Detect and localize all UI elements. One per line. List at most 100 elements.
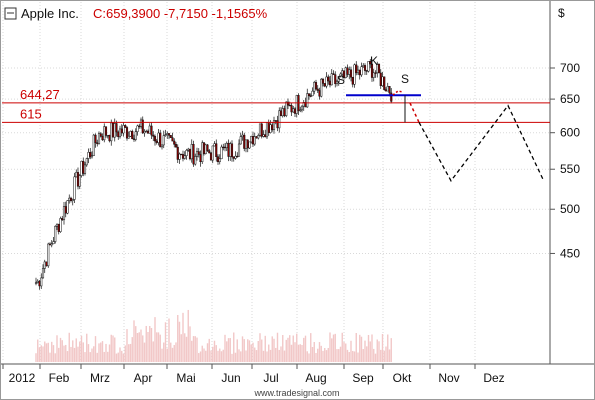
candle-body <box>306 93 309 108</box>
candle-body <box>353 64 356 85</box>
volume-bar <box>276 332 279 362</box>
volume-bar <box>108 344 111 362</box>
volume-bar <box>369 341 371 362</box>
candle-body <box>327 76 330 82</box>
candle-body <box>283 108 286 116</box>
volume-bar <box>346 349 349 362</box>
x-axis-ticks: 2012 Feb Mrz Apr Mai Jun Jul Aug Sep Okt Nov Dez <box>2 364 505 385</box>
volume-bar <box>136 332 139 362</box>
candle-body <box>132 138 136 140</box>
volume-bar <box>220 351 223 362</box>
volume-bar <box>52 345 55 362</box>
volume-bar <box>318 342 321 362</box>
candle-body <box>180 153 183 156</box>
candle-body <box>311 90 314 97</box>
volume-bar <box>117 352 119 362</box>
quote-label: C:659,3900 -7,7150 -1,1565% <box>93 6 268 21</box>
candle-body <box>285 101 288 116</box>
y-axis-ticks: 450 500 550 600 650 700 <box>550 61 580 260</box>
candle-body <box>57 223 60 232</box>
candle-body <box>255 136 258 139</box>
candle-body <box>218 158 221 162</box>
volume-bar <box>308 353 310 362</box>
candle-body <box>108 134 111 142</box>
volume-bar <box>236 339 238 362</box>
volume-bar <box>296 333 298 362</box>
candle-body <box>89 152 92 158</box>
candle-body <box>318 90 321 97</box>
volume-bar <box>390 338 392 362</box>
volume-bar <box>273 338 275 362</box>
candle-body <box>290 105 293 113</box>
candle-body <box>370 63 374 78</box>
x-tick-label: Nov <box>438 371 459 385</box>
volume-bar <box>103 351 105 362</box>
y-tick-label: 550 <box>560 162 580 176</box>
volume-bar <box>294 342 296 362</box>
volume-bar <box>119 347 121 362</box>
volume-bar <box>191 340 193 362</box>
volume-bar <box>145 325 147 362</box>
volume-bar <box>154 317 156 362</box>
candle-body <box>47 243 50 267</box>
candle-body <box>139 119 143 127</box>
chart-header: Apple Inc. C:659,3900 -7,7150 -1,1565% <box>4 6 268 21</box>
candle-body <box>264 134 267 138</box>
candle-body <box>339 73 342 77</box>
volume-bar <box>268 344 270 362</box>
volume-bar <box>135 326 137 362</box>
volume-bar <box>215 345 217 362</box>
candle-body <box>202 142 206 154</box>
y-tick-label: 600 <box>560 126 580 140</box>
pattern-label: K <box>370 54 378 68</box>
x-tick-label: Sep <box>352 371 374 385</box>
volume-bar <box>77 346 79 362</box>
x-tick-label: Okt <box>393 371 412 385</box>
candle-body <box>92 134 95 156</box>
candle-body <box>349 69 353 78</box>
volume-bar <box>72 340 74 362</box>
volume-bar <box>187 309 189 362</box>
volume-bar <box>248 340 251 362</box>
candle-body <box>136 125 139 132</box>
volume-bar <box>238 349 240 362</box>
candle-body <box>390 92 393 102</box>
volume-bar <box>339 346 342 362</box>
candle-body <box>113 123 116 138</box>
volume-bar <box>247 339 249 362</box>
candle-body <box>244 139 248 149</box>
candle-body <box>150 125 153 136</box>
candle-body <box>195 151 199 157</box>
candle-body <box>143 131 146 134</box>
volume-bar <box>329 332 331 362</box>
volume-bar <box>224 334 226 362</box>
volume-bar <box>38 347 41 362</box>
volume-bar <box>255 350 258 362</box>
pattern-label: S <box>401 72 409 86</box>
candle-body <box>216 156 220 162</box>
candle-body <box>45 261 48 267</box>
candle-body <box>206 144 209 151</box>
candle-body <box>164 134 167 136</box>
projection-line <box>418 104 544 182</box>
y-tick-label: 700 <box>560 61 580 75</box>
x-tick-label: Dez <box>483 371 504 385</box>
candle-body <box>293 108 297 114</box>
candle-body <box>337 76 340 82</box>
candle-body <box>41 268 45 279</box>
candle-body <box>120 128 123 134</box>
candle-body <box>178 153 181 160</box>
candle-body <box>59 218 62 232</box>
candle-body <box>43 261 46 269</box>
candle-body <box>187 148 190 151</box>
volume-bar <box>226 341 228 362</box>
volume-bar <box>121 350 123 362</box>
support-line-label: 644,27 <box>20 87 60 102</box>
volume-bar <box>304 335 307 362</box>
volume-bar <box>161 348 163 362</box>
volume-bar <box>184 333 186 362</box>
volume-bar <box>332 334 335 362</box>
candle-body <box>52 241 55 245</box>
candle-body <box>384 89 388 92</box>
candle-body <box>325 76 328 87</box>
